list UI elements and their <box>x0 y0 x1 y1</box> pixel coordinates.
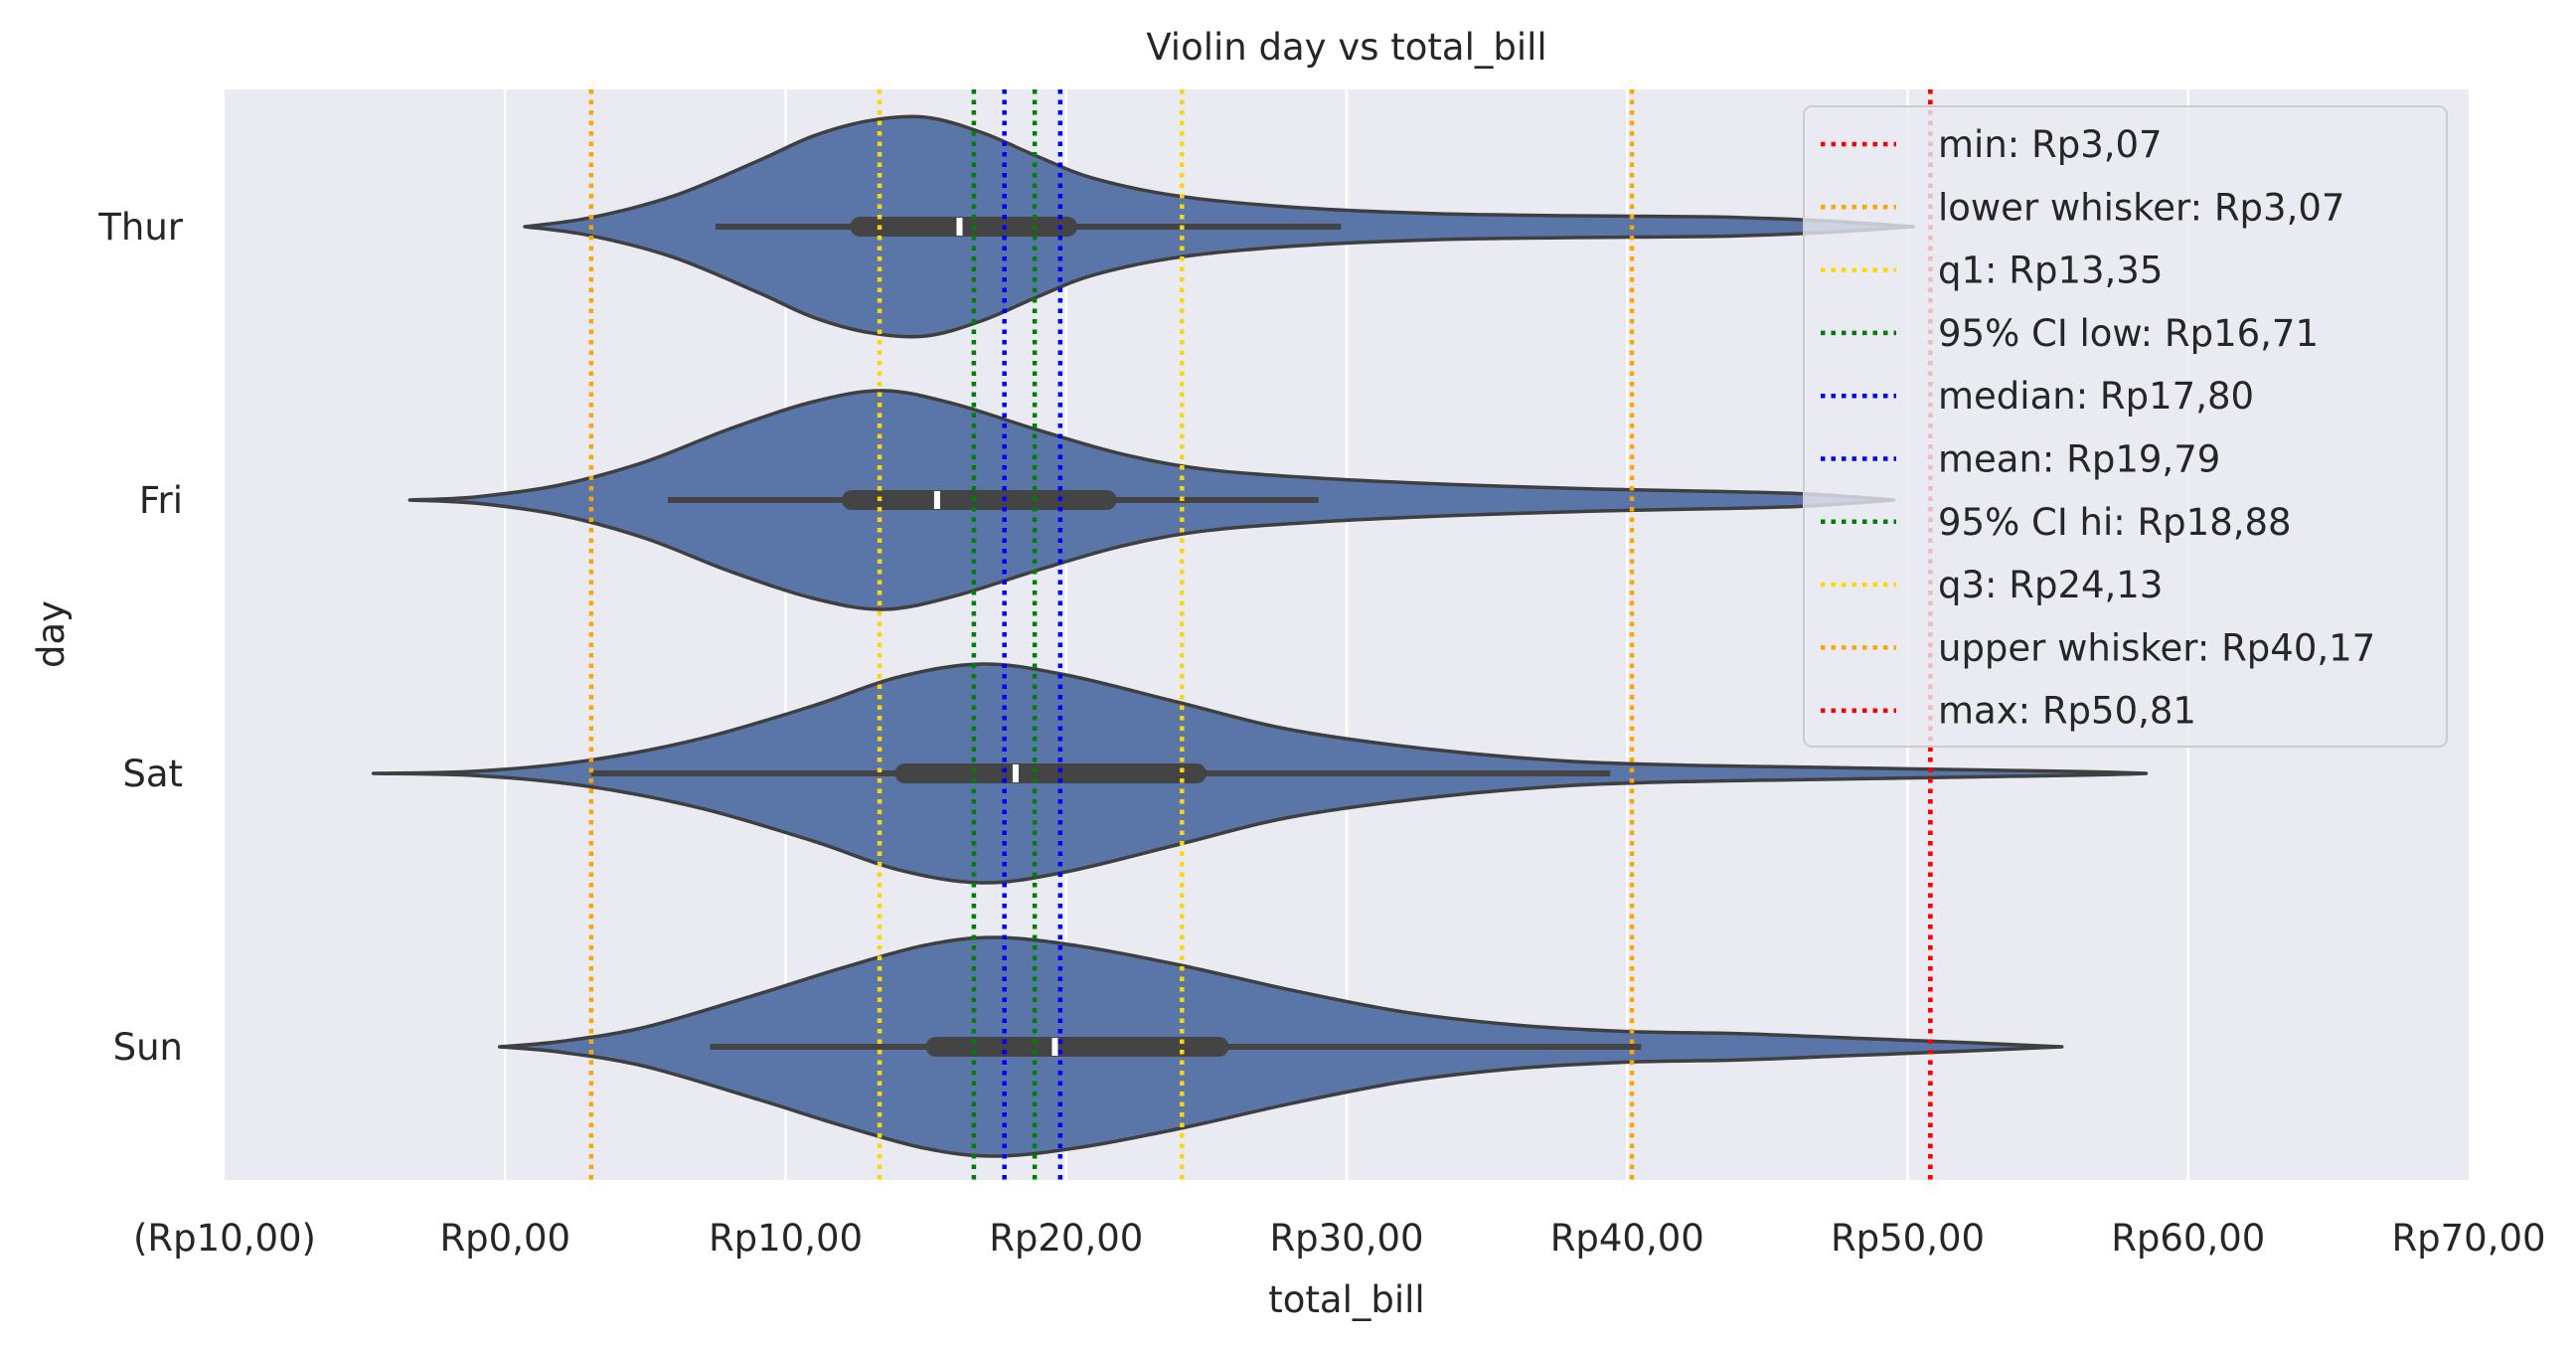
x-tick-label: Rp40,00 <box>1550 1217 1704 1260</box>
x-tick-label: Rp50,00 <box>1831 1217 1985 1260</box>
violin-iqr-box <box>841 490 1117 510</box>
legend-item-5: mean: Rp19,79 <box>1821 438 2220 481</box>
violin-median-marker <box>956 218 963 236</box>
violin-iqr-box <box>894 763 1207 783</box>
y-tick-label: Fri <box>139 479 183 522</box>
x-tick-label: Rp70,00 <box>2391 1217 2545 1260</box>
legend-item-6: 95% CI hi: Rp18,88 <box>1821 501 2292 544</box>
violins <box>371 114 2149 1158</box>
legend-box <box>1803 105 2448 748</box>
y-tick-label: Sat <box>122 753 183 795</box>
legend-label: q3: Rp24,13 <box>1938 564 2163 606</box>
violin-iqr-box <box>925 1037 1229 1057</box>
x-tick-label: Rp0,00 <box>439 1217 570 1260</box>
legend-label: max: Rp50,81 <box>1938 690 2196 733</box>
legend-item-8: upper whisker: Rp40,17 <box>1821 626 2375 669</box>
legend-label: lower whisker: Rp3,07 <box>1938 186 2344 229</box>
legend-label: min: Rp3,07 <box>1938 123 2163 166</box>
legend-item-0: min: Rp3,07 <box>1821 123 2163 166</box>
legend-label: 95% CI low: Rp16,71 <box>1938 312 2319 355</box>
violin-median-marker <box>1051 1038 1058 1056</box>
legend-item-2: q1: Rp13,35 <box>1821 250 2163 292</box>
y-axis-label: day <box>30 600 73 668</box>
legend-label: mean: Rp19,79 <box>1938 438 2220 481</box>
legend-item-4: median: Rp17,80 <box>1821 375 2254 418</box>
x-axis-ticks: (Rp10,00) Rp0,00 Rp10,00 Rp20,00 Rp30,00 Rp40… <box>133 1217 2546 1260</box>
violin-median-marker <box>933 491 940 509</box>
x-tick-label: Rp10,00 <box>709 1217 863 1260</box>
y-tick-label: Sun <box>113 1026 183 1069</box>
legend-item-7: q3: Rp24,13 <box>1821 564 2163 606</box>
legend-label: median: Rp17,80 <box>1938 375 2254 418</box>
x-tick-label: Rp30,00 <box>1269 1217 1423 1260</box>
legend: min: Rp3,07 lower whisker: Rp3,07 q1: Rp13… <box>1803 105 2448 748</box>
violin-thur <box>523 114 1915 339</box>
x-axis-label: total_bill <box>1268 1278 1424 1321</box>
legend-label: upper whisker: Rp40,17 <box>1938 626 2375 669</box>
x-tick-label: (Rp10,00) <box>133 1217 316 1260</box>
legend-item-9: max: Rp50,81 <box>1821 690 2196 733</box>
legend-item-1: lower whisker: Rp3,07 <box>1821 186 2344 229</box>
violin-median-marker <box>1012 764 1019 782</box>
violin-iqr-box <box>850 217 1078 237</box>
y-tick-label: Thur <box>97 206 184 249</box>
x-tick-label: Rp20,00 <box>989 1217 1143 1260</box>
legend-item-3: 95% CI low: Rp16,71 <box>1821 312 2319 355</box>
x-tick-label: Rp60,00 <box>2111 1217 2265 1260</box>
legend-label: q1: Rp13,35 <box>1938 250 2163 292</box>
legend-label: 95% CI hi: Rp18,88 <box>1938 501 2292 544</box>
y-axis-ticks: Thur Fri Sat Sun <box>97 206 184 1069</box>
chart-title: Violin day vs total_bill <box>1146 26 1546 69</box>
violin-sat <box>371 662 2149 885</box>
